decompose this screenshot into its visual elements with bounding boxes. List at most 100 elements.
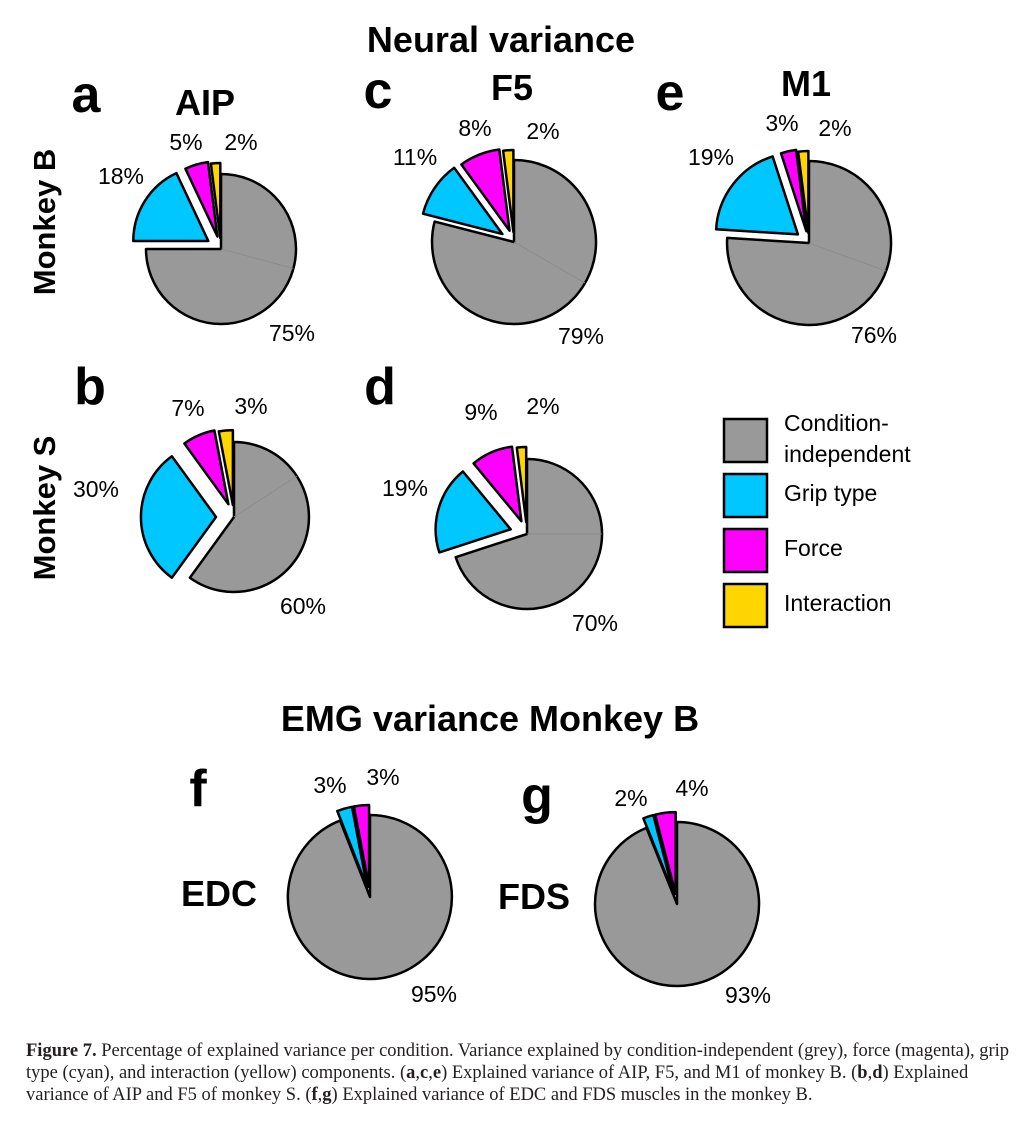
pie-e-slice-grip-type xyxy=(714,155,800,236)
legend-label-force: Force xyxy=(784,535,843,561)
pie-e-label-interaction: 2% xyxy=(818,115,851,141)
pie-chart-c: 79% 11% 8% 2% c F5 xyxy=(364,62,604,349)
panel-letter-d: d xyxy=(364,358,396,416)
pie-f-label-grip-type: 3% xyxy=(313,772,346,798)
caption-text: the monkey B. xyxy=(704,1085,813,1105)
pie-e-label-grip-type: 19% xyxy=(688,144,734,170)
pie-a-label-interaction: 2% xyxy=(224,129,257,155)
pie-d-slice-interaction xyxy=(515,445,528,524)
pie-c-label-interaction: 2% xyxy=(526,118,559,144)
caption-panel-ref: c xyxy=(420,1063,429,1083)
pie-chart-g: 93% 2% 4% g FDS xyxy=(498,767,771,1008)
caption-text: , xyxy=(428,1063,433,1083)
legend-label-condition-independent-line2: independent xyxy=(784,441,911,467)
figure-caption: Figure 7. Percentage of explained varian… xyxy=(26,1040,1016,1106)
panel-letter-a: a xyxy=(72,66,102,124)
pie-d-label-interaction: 2% xyxy=(526,393,559,419)
pie-e-label-force: 3% xyxy=(765,110,798,136)
pie-e-slice-interaction xyxy=(796,149,810,235)
legend-label-interaction: Interaction xyxy=(784,590,891,616)
pie-e-divider xyxy=(808,242,887,272)
pie-b-label-force: 7% xyxy=(171,395,204,421)
pie-e-label-condition-independent: 76% xyxy=(851,322,897,348)
pie-f-slice-condition-independent xyxy=(286,813,454,981)
row-label-monkey-b: Monkey B xyxy=(27,149,62,295)
caption-text: ) Explained variance of AIP, F5, and M1 … xyxy=(441,1063,858,1083)
pie-chart-a: 75% 18% 5% 2% a AIP xyxy=(72,66,315,346)
pie-f-label-condition-independent: 95% xyxy=(411,981,457,1007)
pie-c-label-force: 8% xyxy=(458,115,491,141)
pie-c-label-condition-independent: 79% xyxy=(558,323,604,349)
pie-a-label-condition-independent: 75% xyxy=(269,320,315,346)
legend-swatch-interaction xyxy=(722,582,769,629)
pie-chart-d: 70% 19% 9% 2% d xyxy=(364,358,618,636)
legend: Condition-independent Grip type Force Inter… xyxy=(722,410,911,629)
pie-c-divider xyxy=(513,241,586,284)
legend-label-condition-independent: Condition- xyxy=(784,410,889,436)
pie-c-label-grip-type: 11% xyxy=(393,144,437,170)
caption-panel-ref: g xyxy=(322,1085,332,1105)
pie-b-label-grip-type: 30% xyxy=(73,476,119,502)
panel-letter-g: g xyxy=(521,767,553,825)
pie-d-slice-grip-type xyxy=(434,470,512,554)
caption-panel-ref: d xyxy=(872,1063,883,1083)
pie-b-slice-interaction xyxy=(217,428,235,507)
caption-text: , xyxy=(415,1063,421,1083)
pie-chart-e: 76% 19% 3% 2% e M1 xyxy=(656,63,897,348)
caption-panel-ref: b xyxy=(857,1063,868,1083)
pie-c-slice-force xyxy=(460,148,511,233)
pie-b-slice-grip-type xyxy=(139,455,218,579)
pie-b-label-condition-independent: 60% xyxy=(280,593,326,619)
pie-g-label-force: 4% xyxy=(675,775,708,801)
pie-f-slice-grip-type xyxy=(336,805,369,889)
pie-a-label-force: 5% xyxy=(169,129,202,155)
pie-chart-f: 95% 3% 3% f EDC xyxy=(181,760,457,1007)
caption-text: ) Explained variance of EDC and FDS musc… xyxy=(331,1085,705,1105)
pie-f-label-force: 3% xyxy=(366,764,399,790)
pie-g-label-condition-independent: 93% xyxy=(725,982,771,1008)
panel-letter-f: f xyxy=(189,760,207,818)
panel-letter-c: c xyxy=(364,62,393,120)
pie-a-divider xyxy=(220,248,294,269)
caption-text: , xyxy=(317,1085,323,1105)
pie-f-title: EDC xyxy=(181,873,257,914)
pie-a-slice-interaction xyxy=(209,161,222,240)
caption-panel-ref: a xyxy=(406,1063,416,1083)
pie-a-slice-force xyxy=(184,160,219,238)
pie-d-label-grip-type: 19% xyxy=(382,475,428,501)
pie-a-title: AIP xyxy=(175,82,235,123)
emg-variance-heading: EMG variance Monkey B xyxy=(281,698,699,739)
pie-e-title: M1 xyxy=(781,63,831,104)
pie-d-label-force: 9% xyxy=(464,399,497,425)
pie-b-slice-condition-independent xyxy=(188,440,311,594)
row-label-monkey-s: Monkey S xyxy=(27,436,62,581)
panel-letter-e: e xyxy=(656,64,685,122)
pie-a-slice-condition-independent xyxy=(144,172,298,326)
pie-b-divider xyxy=(233,475,298,518)
neural-variance-heading: Neural variance xyxy=(367,19,635,60)
legend-swatch-condition-independent xyxy=(722,417,769,464)
caption-text: ) Explained variance of AIP and F5 of mo… xyxy=(26,1063,969,1105)
pie-c-title: F5 xyxy=(491,67,533,108)
legend-swatch-force xyxy=(722,527,769,574)
pie-charts: 75% 18% 5% 2% a AIP 79% 11% 8% 2% c F5 76% 19% 3% 2% e M1… xyxy=(72,62,897,1008)
caption-text: Percentage of explained variance per con… xyxy=(26,1041,1010,1083)
legend-swatch-grip-type xyxy=(722,472,769,519)
pie-f-slice-force xyxy=(352,803,371,889)
pie-b-label-interaction: 3% xyxy=(234,393,267,419)
caption-label: Figure 7. xyxy=(26,1041,97,1061)
panel-letter-b: b xyxy=(74,358,106,416)
pie-g-slice-force xyxy=(653,810,677,896)
pie-chart-b: 60% 30% 7% 3% b xyxy=(73,358,326,619)
pie-c-slice-interaction xyxy=(501,148,515,234)
pie-a-slice-grip-type xyxy=(132,171,210,243)
pie-g-title: FDS xyxy=(498,876,570,917)
pie-g-slice-condition-independent xyxy=(593,820,761,988)
pie-a-label-grip-type: 18% xyxy=(98,163,144,189)
pie-d-slice-force xyxy=(472,445,523,523)
pie-b-slice-force xyxy=(183,429,230,506)
caption-panel-ref: e xyxy=(432,1063,442,1083)
pie-g-slice-grip-type xyxy=(642,813,676,896)
pie-d-label-condition-independent: 70% xyxy=(572,610,618,636)
caption-panel-ref: f xyxy=(311,1085,318,1105)
